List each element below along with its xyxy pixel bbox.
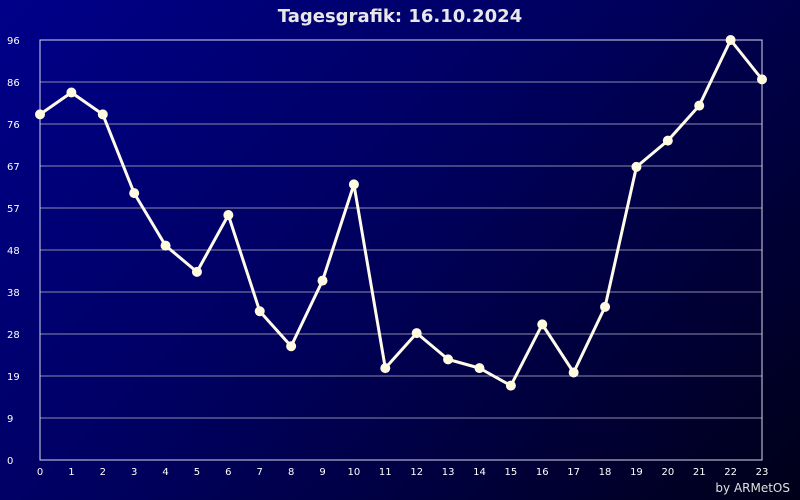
series-line-layer (39, 38, 764, 388)
data-point (97, 109, 108, 120)
y-tick-label: 0 (7, 456, 13, 467)
x-tick-label: 14 (473, 467, 486, 478)
x-tick-label: 15 (505, 467, 518, 478)
data-point (662, 135, 673, 146)
data-point (443, 354, 454, 365)
x-tick-label: 12 (410, 467, 423, 478)
data-point (129, 188, 140, 199)
x-tick-label: 4 (162, 467, 168, 478)
x-axis-tick-labels: 0 1 2 3 4 5 6 7 8 9 10 11 12 13 14 15 16 17 18 19 20 21 22 23 (37, 467, 769, 478)
data-point (505, 380, 516, 391)
data-point (160, 240, 171, 251)
x-tick-label: 7 (257, 467, 263, 478)
credit-label: by ARMetOS (715, 481, 790, 495)
y-tick-label: 48 (7, 246, 20, 257)
y-tick-label: 67 (7, 162, 20, 173)
x-tick-label: 17 (567, 467, 580, 478)
x-tick-label: 13 (442, 467, 455, 478)
x-tick-label: 5 (194, 467, 200, 478)
y-axis-tick-labels: 0 9 19 28 38 48 57 67 76 86 96 (7, 36, 20, 467)
y-tick-label: 9 (7, 414, 13, 425)
y-tick-label: 28 (7, 330, 20, 341)
x-tick-label: 3 (131, 467, 137, 478)
x-tick-label: 18 (599, 467, 612, 478)
x-tick-label: 19 (630, 467, 643, 478)
y-tick-label: 76 (7, 120, 20, 131)
data-point (537, 319, 548, 330)
grid-lines (40, 39, 762, 461)
data-point (411, 328, 422, 339)
data-point (348, 179, 359, 190)
data-point (568, 367, 579, 378)
x-tick-label: 16 (536, 467, 549, 478)
y-tick-label: 57 (7, 204, 20, 215)
x-tick-label: 10 (348, 467, 361, 478)
data-point (757, 74, 767, 85)
x-tick-label: 6 (225, 467, 231, 478)
x-tick-label: 8 (288, 467, 294, 478)
data-point (191, 266, 202, 277)
x-tick-label: 22 (724, 467, 737, 478)
plot-area-frame (39, 39, 763, 461)
data-point (631, 161, 642, 172)
data-point-markers (35, 35, 767, 391)
data-point (35, 109, 45, 120)
data-point (223, 210, 234, 220)
data-point (254, 306, 265, 317)
y-tick-label: 19 (7, 372, 20, 383)
series-line (39, 38, 764, 388)
data-point (474, 363, 485, 374)
x-tick-label: 9 (319, 467, 325, 478)
y-tick-label: 96 (7, 36, 20, 47)
x-tick-label: 11 (379, 467, 392, 478)
data-point (694, 100, 705, 111)
y-tick-label: 86 (7, 78, 20, 89)
y-tick-label: 38 (7, 288, 20, 299)
data-point (286, 341, 297, 352)
data-point (317, 275, 328, 286)
x-tick-label: 23 (756, 467, 769, 478)
chart-title: Tagesgrafik: 16.10.2024 (277, 6, 523, 27)
x-tick-label: 0 (37, 467, 43, 478)
x-tick-label: 1 (68, 467, 74, 478)
data-point (600, 301, 611, 312)
x-tick-label: 2 (100, 467, 106, 478)
data-point (66, 87, 77, 98)
data-point (380, 363, 391, 374)
x-tick-label: 20 (661, 467, 674, 478)
data-point (725, 35, 736, 45)
x-tick-label: 21 (693, 467, 706, 478)
